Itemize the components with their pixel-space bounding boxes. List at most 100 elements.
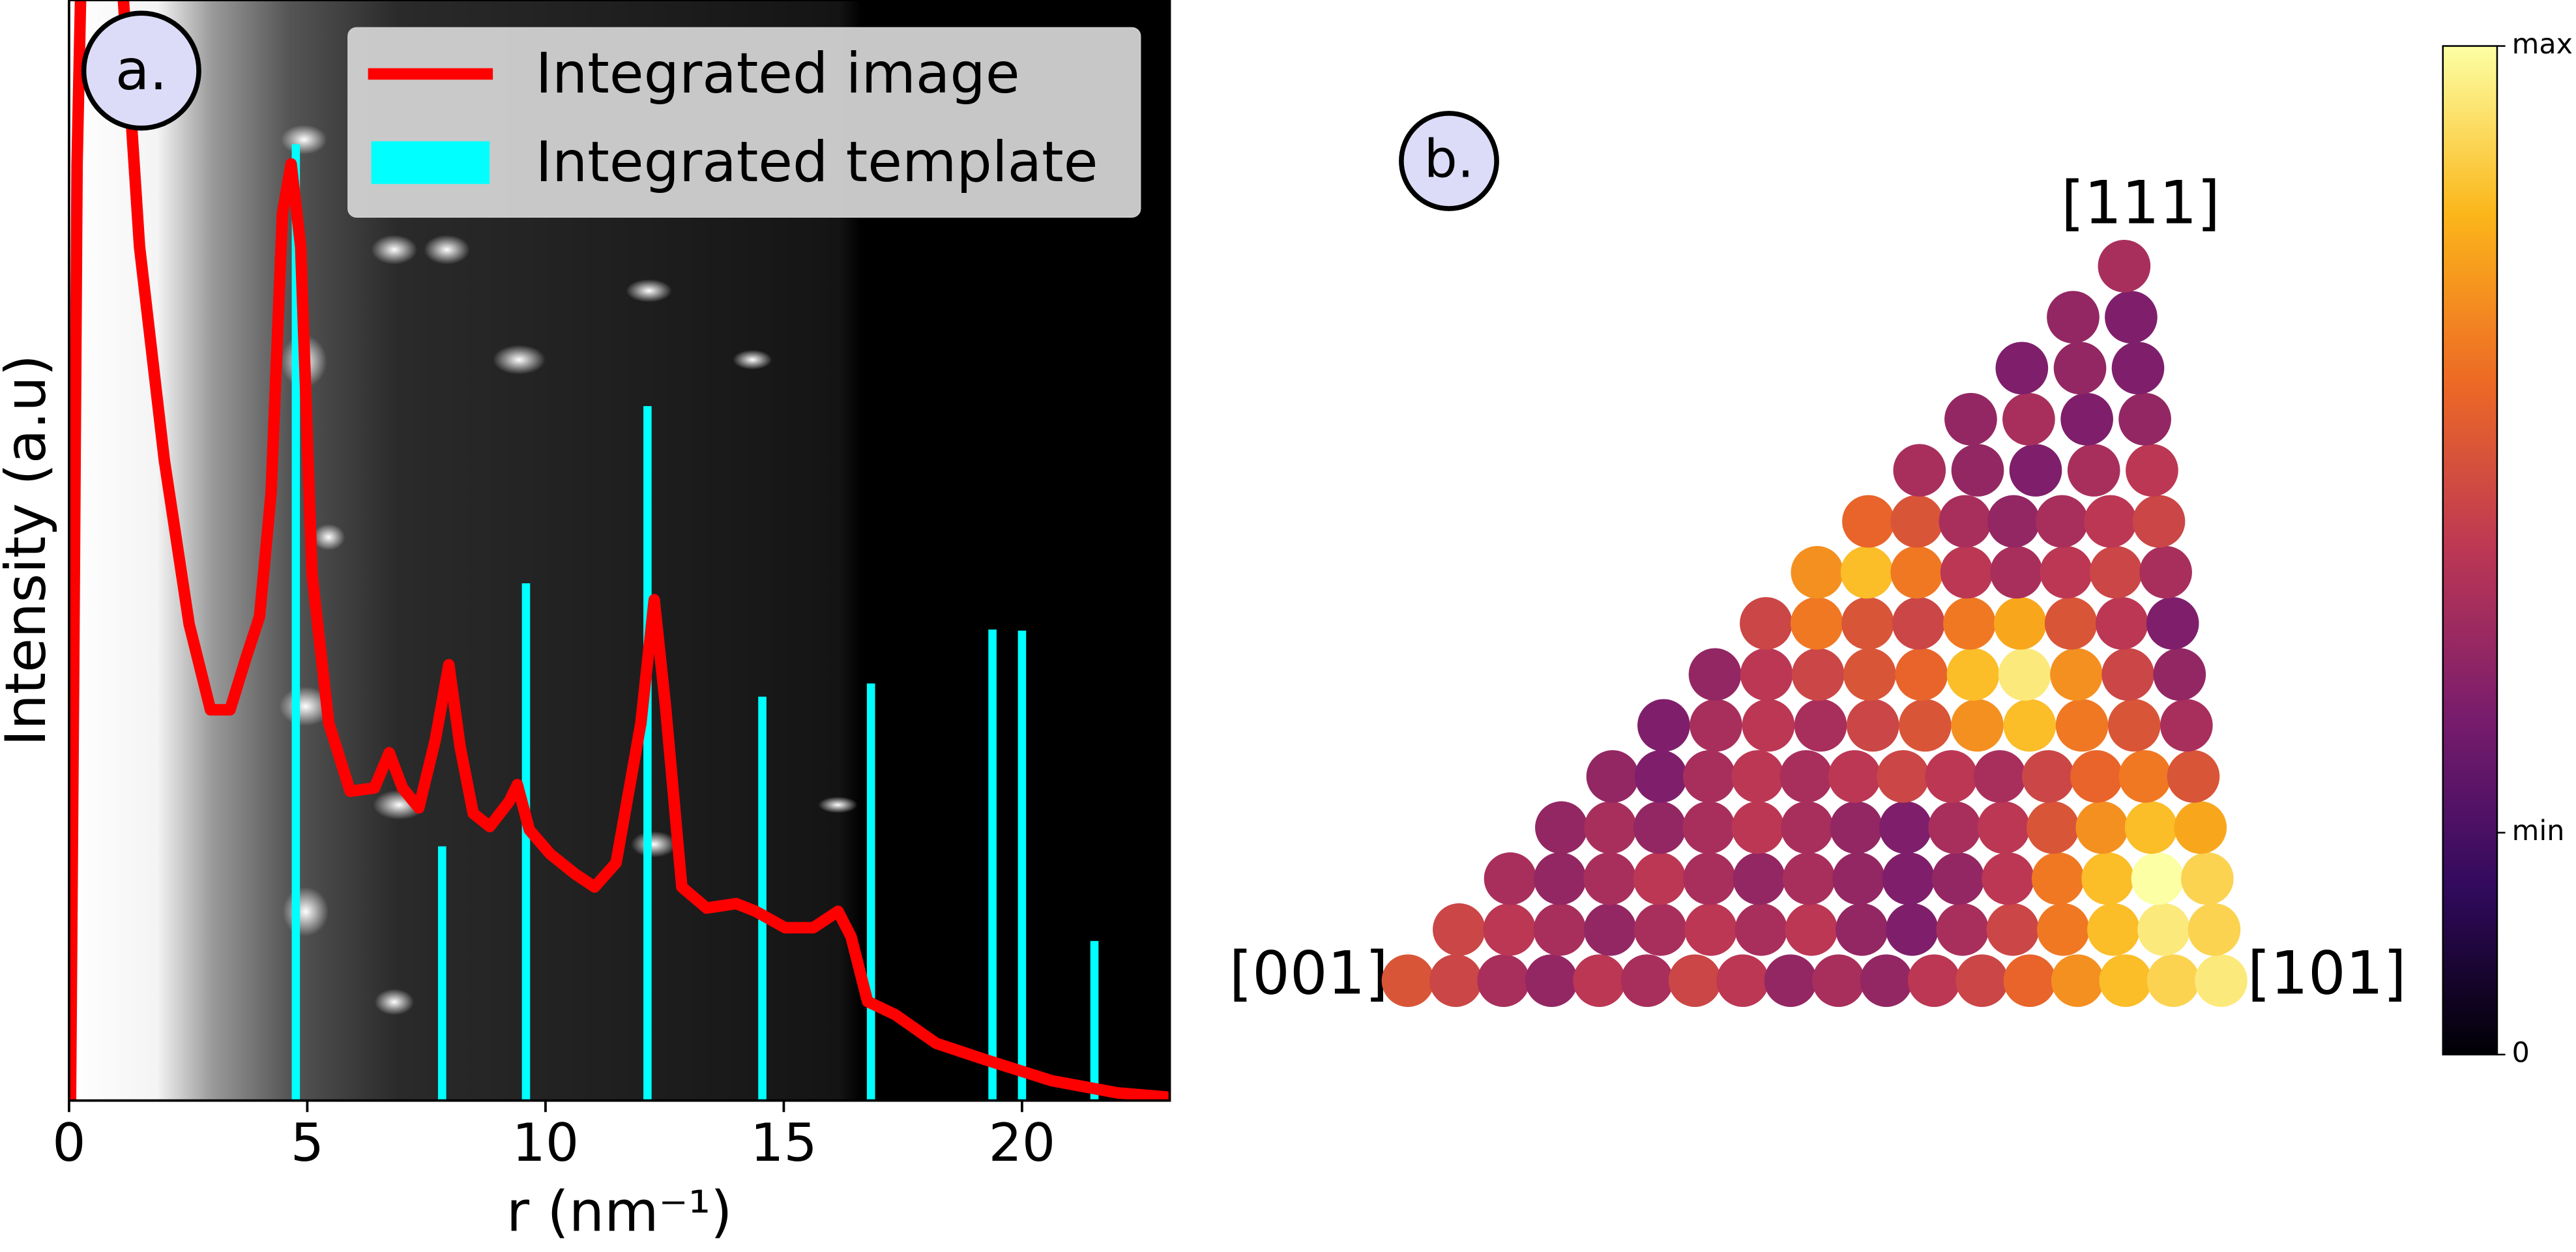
pole-dot (2105, 291, 2158, 344)
pole-dot (1740, 597, 1793, 650)
pole-dot (2107, 699, 2161, 752)
pole-dot (1637, 699, 1690, 752)
pole-dot (1890, 495, 1944, 548)
x-tick-label: 10 (512, 1113, 579, 1174)
pole-dot (1634, 903, 1687, 956)
pole-dot (1633, 801, 1686, 854)
pole-dot (1830, 801, 1883, 854)
colorbar-tick-label: max (2512, 28, 2573, 61)
pole-dot (1955, 954, 2008, 1007)
pole-dot (1931, 852, 1985, 905)
pole-dot (1731, 750, 1785, 803)
axes-frame (68, 0, 1171, 1102)
pole-dot (1998, 648, 2051, 701)
pole-dot (2027, 801, 2079, 854)
plot-area (68, 0, 1170, 1101)
pole-dot (1842, 495, 1895, 548)
pole-dot (1779, 750, 1833, 803)
pole-dot (1782, 852, 1836, 905)
pole-figure (1381, 239, 2247, 1007)
pole-dot (1484, 852, 1537, 905)
pole-dot (1573, 954, 1626, 1007)
pole-dot (1951, 699, 2004, 752)
pole-dot (1899, 699, 1952, 752)
pole-dot (2067, 444, 2120, 497)
pole-dot (2195, 954, 2247, 1007)
pole-dot (1684, 903, 1738, 956)
pole-dot (2003, 954, 2056, 1007)
pole-dot (1841, 597, 1894, 650)
pole-dot (1734, 903, 1788, 956)
pole-dot (1733, 852, 1786, 905)
pole-dot (1682, 801, 1736, 854)
pole-dot (2055, 699, 2109, 752)
pole-dot (2099, 954, 2152, 1007)
pole-dot (2060, 392, 2113, 446)
pole-dot (1990, 546, 2043, 599)
pole-dot (2095, 597, 2148, 650)
pole-dot (2081, 852, 2134, 905)
pole-dot (2160, 699, 2213, 752)
pole-dot (2118, 392, 2171, 446)
pole-dot (1836, 903, 1888, 956)
panel-label: a. (115, 38, 168, 103)
pole-dot (1907, 954, 1961, 1007)
legend-label: Integrated image (536, 41, 1020, 106)
pole-dot (1791, 546, 1844, 599)
pole-dot (2131, 852, 2184, 905)
pole-dot (1634, 750, 1688, 803)
pole-dot (1477, 954, 1530, 1007)
pole-dot (1892, 597, 1945, 650)
pole-dot (1893, 444, 1946, 497)
pole-dot (1879, 801, 1932, 854)
x-tick-label: 20 (989, 1113, 1056, 1174)
pole-dot (2040, 546, 2093, 599)
pole-dot (1633, 852, 1686, 905)
y-axis-label: Intensity (a.u) (0, 355, 59, 746)
pole-dot (1533, 903, 1587, 956)
pole-dot (2009, 444, 2062, 497)
colorbar-tick-label: 0 (2512, 1037, 2530, 1070)
pole-dot (1688, 648, 1742, 701)
corner-label: [101] (2247, 939, 2407, 1008)
corner-label: [111] (2061, 169, 2220, 237)
colorbar-tick-label: min (2512, 815, 2565, 847)
pole-dot (1973, 750, 2027, 803)
pole-dot (2132, 495, 2186, 548)
pole-dot (1716, 954, 1769, 1007)
colorbar-gradient (2442, 45, 2498, 1056)
pole-dot (1525, 954, 1578, 1007)
pole-dot (2124, 801, 2178, 854)
pole-dot (2118, 750, 2172, 803)
colorbar: 0 min max (2442, 28, 2573, 1070)
pole-dot (1794, 699, 1847, 752)
template-bar (521, 583, 531, 1101)
pole-dot (1683, 750, 1736, 803)
pole-dot (2089, 546, 2143, 599)
template-bar (643, 406, 652, 1101)
pole-dot (2050, 648, 2103, 701)
pole-dot (1483, 903, 1536, 956)
pole-dot (2075, 801, 2129, 854)
pole-dot (1740, 648, 1793, 701)
template-bar (291, 144, 300, 1101)
pole-dot (1785, 903, 1838, 956)
legend (347, 27, 1141, 218)
x-axis-label: r (nm⁻¹) (506, 1179, 733, 1244)
pole-dot (1944, 392, 1997, 446)
pole-dot (1995, 342, 2049, 395)
pole-dot (2084, 495, 2137, 548)
pole-dot (1433, 903, 1486, 956)
pole-dot (1812, 954, 1865, 1007)
pole-dot (1886, 903, 1939, 956)
pole-dot (2022, 750, 2075, 803)
template-bar (866, 683, 875, 1101)
pole-dot (1982, 852, 2034, 905)
pole-dot (2174, 801, 2227, 854)
pole-dot (2053, 342, 2107, 395)
pole-dot (2139, 546, 2192, 599)
pole-dot (1977, 801, 2030, 854)
pole-dot (1860, 954, 1913, 1007)
pole-dot (1840, 546, 1894, 599)
